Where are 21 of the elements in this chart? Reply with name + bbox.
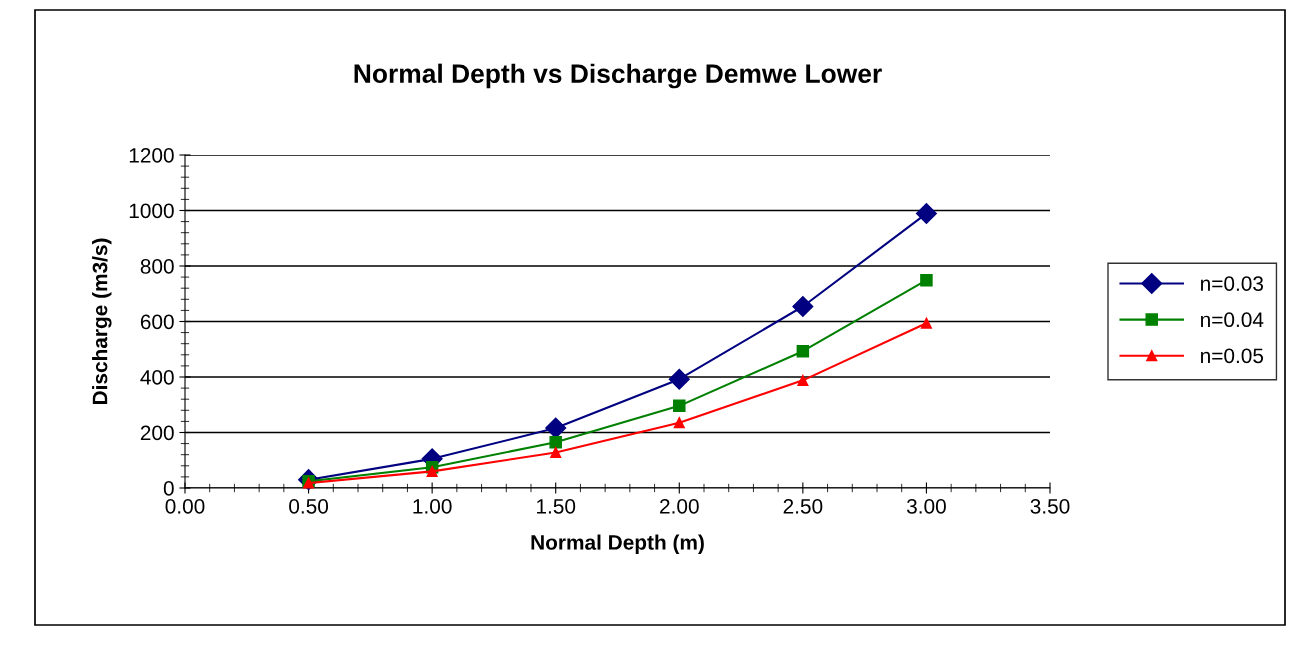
y-tick-label: 1000 [129,203,174,219]
x-tick-label: 3.50 [1030,498,1070,514]
x-tick-label: 1.50 [537,498,576,514]
x-tick-label: 0.50 [289,498,329,514]
x-tick-label: 3.00 [906,498,946,514]
legend-label: n=0.05 [1201,348,1264,364]
y-tick-label: 400 [140,370,174,385]
y-tick-label: 200 [140,425,174,441]
x-tick-label: 0.00 [165,498,205,514]
chart-title: Normal Depth vs Discharge Demwe Lower [354,63,882,89]
y-tick-label: 0 [163,481,174,496]
y-tick-label: 1200 [129,148,174,163]
y-axis-title: Discharge (m3/s) [92,238,112,405]
legend-label: n=0.04 [1201,312,1264,328]
x-tick-label: 2.50 [783,498,823,514]
x-axis-title: Normal Depth (m) [531,534,704,554]
y-tick-label: 600 [140,314,174,330]
legend-label: n=0.03 [1201,276,1264,292]
y-tick-label: 800 [140,259,174,274]
x-tick-label: 2.00 [660,498,699,514]
x-tick-label: 1.00 [413,498,452,514]
